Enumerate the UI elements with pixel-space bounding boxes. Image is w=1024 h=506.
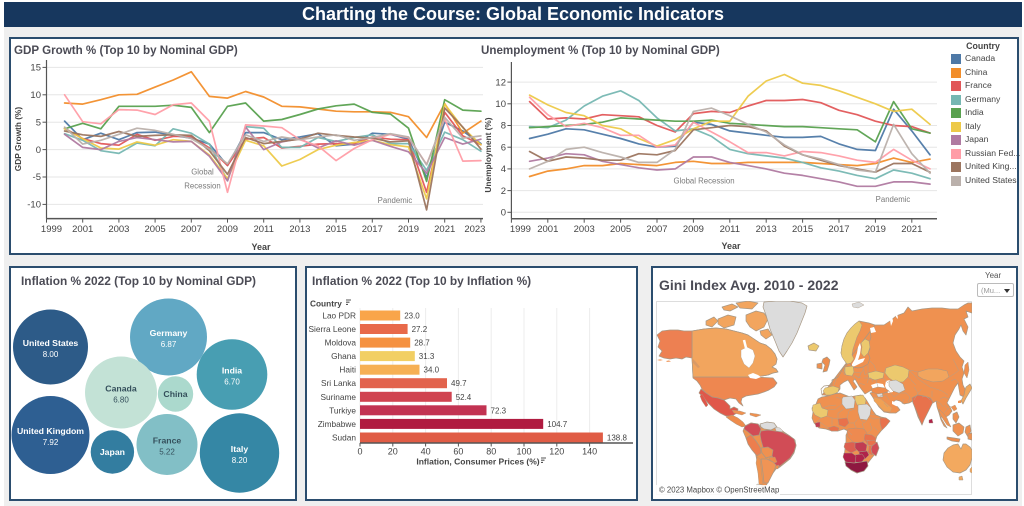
svg-text:2: 2 [501, 186, 506, 197]
svg-text:34.0: 34.0 [424, 366, 440, 375]
svg-text:80: 80 [486, 447, 496, 457]
svg-text:20: 20 [388, 447, 398, 457]
svg-text:5.22: 5.22 [159, 448, 175, 457]
svg-text:Moldova: Moldova [325, 338, 357, 348]
svg-text:28.7: 28.7 [414, 339, 430, 348]
svg-text:Inflation, Consumer Prices (%): Inflation, Consumer Prices (%) [416, 457, 539, 467]
svg-text:138.8: 138.8 [607, 434, 628, 443]
svg-text:Suriname: Suriname [320, 392, 356, 402]
svg-text:United States: United States [23, 338, 79, 348]
svg-text:United Kingdom: United Kingdom [17, 426, 84, 436]
svg-text:10: 10 [495, 99, 506, 110]
svg-text:Canada: Canada [105, 384, 137, 394]
svg-text:2011: 2011 [720, 224, 740, 235]
svg-text:52.4: 52.4 [456, 393, 472, 402]
svg-text:2009: 2009 [217, 224, 238, 235]
svg-text:8.00: 8.00 [43, 350, 59, 359]
svg-text:0: 0 [357, 447, 362, 457]
svg-text:140: 140 [582, 447, 597, 457]
svg-text:-5: -5 [33, 172, 41, 183]
svg-text:2005: 2005 [145, 224, 166, 235]
svg-text:France: France [153, 436, 182, 446]
svg-text:2013: 2013 [756, 224, 777, 235]
svg-text:Sudan: Sudan [332, 433, 356, 443]
svg-text:Sri Lanka: Sri Lanka [321, 378, 356, 388]
svg-text:Recession: Recession [184, 182, 220, 191]
svg-text:Year: Year [721, 241, 741, 251]
svg-text:© 2023 Mapbox © OpenStreetMap: © 2023 Mapbox © OpenStreetMap [659, 486, 780, 495]
svg-text:Haiti: Haiti [339, 365, 356, 375]
svg-text:Pandemic: Pandemic [876, 195, 911, 204]
svg-text:2003: 2003 [108, 224, 129, 235]
svg-text:Global: Global [191, 168, 214, 177]
svg-text:2017: 2017 [362, 224, 383, 235]
svg-text:2001: 2001 [72, 224, 93, 235]
svg-text:Lao PDR: Lao PDR [322, 311, 356, 321]
svg-text:Country: Country [310, 299, 342, 309]
svg-text:2017: 2017 [828, 224, 849, 235]
svg-text:0: 0 [501, 208, 506, 219]
svg-text:India: India [222, 366, 242, 376]
svg-text:Germany: Germany [150, 328, 188, 338]
svg-text:23.0: 23.0 [404, 312, 420, 321]
svg-text:6.70: 6.70 [224, 378, 240, 387]
svg-text:Pandemic: Pandemic [378, 196, 413, 205]
svg-text:7.92: 7.92 [43, 438, 59, 447]
svg-text:8.20: 8.20 [232, 456, 248, 465]
svg-text:Sierra Leone: Sierra Leone [308, 324, 356, 334]
svg-text:1999: 1999 [510, 224, 531, 235]
svg-text:2021: 2021 [434, 224, 455, 235]
svg-text:100: 100 [516, 447, 531, 457]
svg-text:72.3: 72.3 [491, 406, 507, 415]
svg-text:5: 5 [36, 117, 41, 128]
svg-text:2007: 2007 [646, 224, 667, 235]
svg-text:China: China [163, 389, 187, 399]
svg-text:GDP Growth (%): GDP Growth (%) [13, 107, 23, 172]
svg-text:2023: 2023 [464, 224, 485, 235]
svg-text:Turkiye: Turkiye [329, 405, 356, 415]
svg-text:40: 40 [421, 447, 431, 457]
svg-text:12: 12 [495, 77, 506, 88]
svg-text:2015: 2015 [326, 224, 347, 235]
svg-text:2011: 2011 [253, 224, 273, 235]
svg-text:60: 60 [453, 447, 463, 457]
svg-text:4: 4 [501, 164, 506, 175]
svg-text:6.80: 6.80 [113, 396, 129, 405]
svg-text:104.7: 104.7 [547, 420, 568, 429]
svg-text:Zimbabwe: Zimbabwe [318, 419, 357, 429]
svg-text:1999: 1999 [41, 224, 62, 235]
svg-text:2015: 2015 [792, 224, 813, 235]
svg-text:2007: 2007 [181, 224, 202, 235]
svg-text:2009: 2009 [683, 224, 704, 235]
svg-text:6.87: 6.87 [161, 340, 177, 349]
svg-text:31.3: 31.3 [419, 352, 435, 361]
svg-text:Ghana: Ghana [331, 351, 356, 361]
svg-text:2001: 2001 [537, 224, 558, 235]
svg-text:2003: 2003 [574, 224, 595, 235]
svg-text:Unemployment (%): Unemployment (%) [483, 117, 493, 192]
svg-text:0: 0 [36, 145, 41, 156]
svg-text:Global Recession: Global Recession [673, 177, 734, 186]
svg-text:Italy: Italy [231, 444, 249, 454]
svg-text:-10: -10 [27, 200, 41, 211]
svg-text:8: 8 [501, 121, 506, 132]
svg-text:2019: 2019 [865, 224, 886, 235]
svg-text:10: 10 [30, 90, 41, 101]
svg-text:Year: Year [251, 242, 271, 252]
svg-text:27.2: 27.2 [412, 325, 428, 334]
svg-text:6: 6 [501, 142, 506, 153]
svg-text:2019: 2019 [398, 224, 419, 235]
svg-text:Japan: Japan [100, 447, 125, 457]
svg-text:2021: 2021 [901, 224, 922, 235]
svg-text:2005: 2005 [610, 224, 631, 235]
svg-text:120: 120 [549, 447, 564, 457]
svg-text:15: 15 [30, 63, 41, 74]
svg-text:2013: 2013 [289, 224, 310, 235]
svg-text:49.7: 49.7 [451, 379, 467, 388]
